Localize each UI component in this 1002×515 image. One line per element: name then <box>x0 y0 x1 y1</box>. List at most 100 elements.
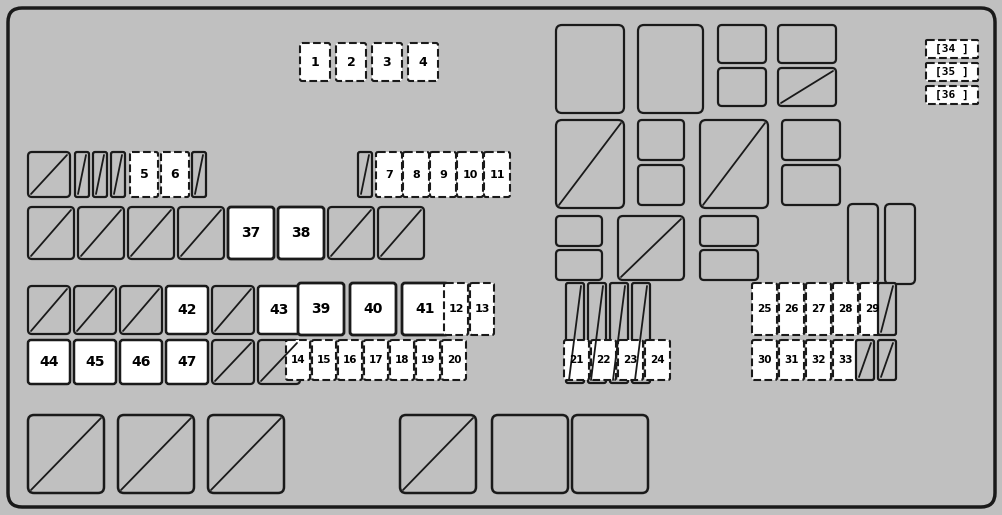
Text: 2: 2 <box>347 56 355 68</box>
FancyBboxPatch shape <box>207 415 284 493</box>
FancyBboxPatch shape <box>227 207 274 259</box>
FancyBboxPatch shape <box>484 152 509 197</box>
Text: 22: 22 <box>595 355 610 365</box>
FancyBboxPatch shape <box>286 340 310 380</box>
FancyBboxPatch shape <box>358 152 372 197</box>
FancyBboxPatch shape <box>925 63 977 81</box>
Text: [34 ]: [34 ] <box>934 44 968 54</box>
FancyBboxPatch shape <box>444 283 468 335</box>
FancyBboxPatch shape <box>563 340 588 380</box>
Text: 17: 17 <box>369 355 383 365</box>
FancyBboxPatch shape <box>859 283 884 335</box>
FancyBboxPatch shape <box>644 340 669 380</box>
FancyBboxPatch shape <box>28 415 104 493</box>
FancyBboxPatch shape <box>925 86 977 104</box>
FancyBboxPatch shape <box>74 286 116 334</box>
Text: [36 ]: [36 ] <box>934 90 968 100</box>
FancyBboxPatch shape <box>442 340 466 380</box>
Text: 14: 14 <box>291 355 305 365</box>
FancyBboxPatch shape <box>28 286 70 334</box>
FancyBboxPatch shape <box>752 340 777 380</box>
Text: 9: 9 <box>439 169 447 180</box>
FancyBboxPatch shape <box>75 152 89 197</box>
FancyBboxPatch shape <box>378 207 424 259</box>
FancyBboxPatch shape <box>372 43 402 81</box>
FancyBboxPatch shape <box>617 216 683 280</box>
Text: 20: 20 <box>446 355 461 365</box>
FancyBboxPatch shape <box>300 43 330 81</box>
FancyBboxPatch shape <box>402 283 448 335</box>
FancyBboxPatch shape <box>258 340 300 384</box>
Text: 23: 23 <box>622 355 637 365</box>
FancyBboxPatch shape <box>430 152 456 197</box>
FancyBboxPatch shape <box>166 340 207 384</box>
Text: 37: 37 <box>241 226 261 240</box>
Text: 30: 30 <box>757 355 771 365</box>
Text: 26: 26 <box>784 304 798 314</box>
FancyBboxPatch shape <box>717 68 766 106</box>
Text: 11: 11 <box>489 169 504 180</box>
FancyBboxPatch shape <box>778 25 835 63</box>
FancyBboxPatch shape <box>847 204 877 284</box>
FancyBboxPatch shape <box>699 216 758 246</box>
Text: 24: 24 <box>649 355 664 365</box>
Text: 18: 18 <box>395 355 409 365</box>
FancyBboxPatch shape <box>258 286 300 334</box>
FancyBboxPatch shape <box>555 250 601 280</box>
FancyBboxPatch shape <box>555 216 601 246</box>
FancyBboxPatch shape <box>312 340 336 380</box>
FancyBboxPatch shape <box>806 340 831 380</box>
Text: 27: 27 <box>811 304 825 314</box>
Text: 6: 6 <box>170 168 179 181</box>
Text: 41: 41 <box>415 302 434 316</box>
FancyBboxPatch shape <box>637 120 683 160</box>
FancyBboxPatch shape <box>571 415 647 493</box>
Text: 13: 13 <box>474 304 489 314</box>
FancyBboxPatch shape <box>364 340 388 380</box>
FancyBboxPatch shape <box>328 207 374 259</box>
Text: 46: 46 <box>131 355 150 369</box>
FancyBboxPatch shape <box>118 415 193 493</box>
FancyBboxPatch shape <box>779 340 804 380</box>
FancyBboxPatch shape <box>877 340 895 380</box>
FancyBboxPatch shape <box>637 25 702 113</box>
Text: 19: 19 <box>421 355 435 365</box>
FancyBboxPatch shape <box>699 120 768 208</box>
FancyBboxPatch shape <box>806 283 831 335</box>
FancyBboxPatch shape <box>403 152 429 197</box>
Text: 45: 45 <box>85 355 104 369</box>
FancyBboxPatch shape <box>877 283 895 335</box>
FancyBboxPatch shape <box>161 152 188 197</box>
FancyBboxPatch shape <box>74 340 116 384</box>
Text: 25: 25 <box>757 304 771 314</box>
Text: 33: 33 <box>838 355 852 365</box>
Text: 16: 16 <box>343 355 357 365</box>
Text: 5: 5 <box>139 168 148 181</box>
FancyBboxPatch shape <box>416 340 440 380</box>
FancyBboxPatch shape <box>28 152 70 197</box>
FancyBboxPatch shape <box>338 340 362 380</box>
FancyBboxPatch shape <box>28 207 74 259</box>
Text: 4: 4 <box>418 56 427 68</box>
FancyBboxPatch shape <box>191 152 205 197</box>
FancyBboxPatch shape <box>855 340 873 380</box>
FancyBboxPatch shape <box>211 340 254 384</box>
FancyBboxPatch shape <box>457 152 483 197</box>
FancyBboxPatch shape <box>782 120 839 160</box>
FancyBboxPatch shape <box>350 283 396 335</box>
FancyBboxPatch shape <box>408 43 438 81</box>
Text: 43: 43 <box>270 303 289 317</box>
FancyBboxPatch shape <box>376 152 402 197</box>
FancyBboxPatch shape <box>637 165 683 205</box>
Text: 44: 44 <box>39 355 59 369</box>
FancyBboxPatch shape <box>884 204 914 284</box>
Text: 7: 7 <box>385 169 393 180</box>
FancyBboxPatch shape <box>555 25 623 113</box>
Text: [35 ]: [35 ] <box>934 67 968 77</box>
Text: 40: 40 <box>363 302 383 316</box>
FancyBboxPatch shape <box>587 283 605 383</box>
FancyBboxPatch shape <box>78 207 124 259</box>
FancyBboxPatch shape <box>177 207 223 259</box>
FancyBboxPatch shape <box>752 283 777 335</box>
Text: 47: 47 <box>177 355 196 369</box>
